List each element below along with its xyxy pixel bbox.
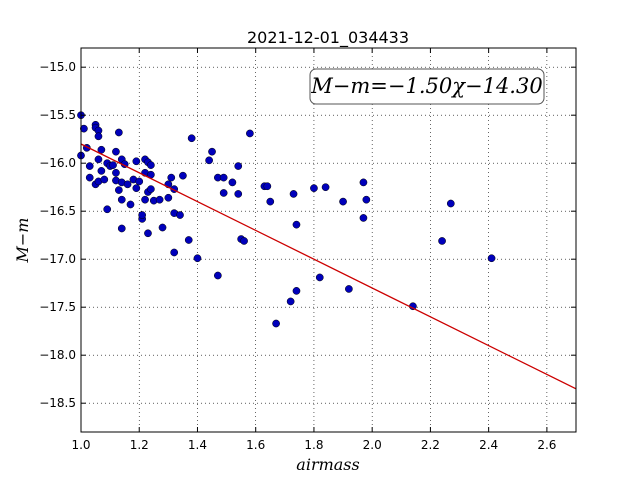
data-point xyxy=(132,184,141,193)
data-point xyxy=(292,287,301,295)
data-point xyxy=(234,162,243,170)
ticks: 1.0 1.2 1.4 1.6 1.8 2.0 2.2 2.4 2.6 −15.0 −15.5 −16… xyxy=(39,48,576,452)
data-point xyxy=(310,184,318,193)
x-tick-label: 1.6 xyxy=(246,438,265,452)
x-tick-label: 1.2 xyxy=(130,438,149,452)
data-point xyxy=(446,199,455,208)
data-point xyxy=(132,157,141,166)
data-point xyxy=(266,197,275,206)
data-point xyxy=(193,254,202,263)
y-tick-label: −15.0 xyxy=(39,60,76,74)
data-point xyxy=(112,168,120,177)
data-point xyxy=(100,175,109,184)
data-point xyxy=(321,183,330,192)
annotation-box xyxy=(309,68,545,105)
axes-frame xyxy=(80,47,577,433)
data-point xyxy=(184,236,193,244)
data-point xyxy=(135,177,144,186)
data-point xyxy=(345,285,353,293)
data-point xyxy=(292,220,301,229)
x-tick-label: 2.2 xyxy=(421,438,440,452)
data-point xyxy=(85,173,94,182)
data-point xyxy=(147,185,155,193)
y-tick-label: −17.0 xyxy=(39,252,76,266)
data-point xyxy=(339,197,347,206)
x-tick-label: 2.0 xyxy=(363,438,382,452)
x-tick-label: 1.4 xyxy=(188,438,207,452)
y-axis-label: M−m xyxy=(13,218,32,264)
data-point xyxy=(359,214,368,222)
chart-title: 2021-12-01_034433 xyxy=(247,28,409,48)
data-point xyxy=(167,173,176,182)
data-point xyxy=(115,128,123,137)
data-point xyxy=(205,156,213,165)
data-point xyxy=(164,193,173,202)
data-point xyxy=(219,173,228,182)
data-point xyxy=(219,189,228,197)
data-point xyxy=(359,178,368,187)
data-point xyxy=(141,195,149,204)
data-point xyxy=(147,161,155,169)
data-point xyxy=(187,134,196,143)
data-point xyxy=(80,124,88,133)
data-point xyxy=(315,273,324,282)
x-tick-label: 2.6 xyxy=(537,438,556,452)
data-point xyxy=(117,195,126,204)
data-point xyxy=(117,224,126,233)
data-point xyxy=(123,180,132,189)
x-axis-label: airmass xyxy=(296,455,359,474)
x-tick-label: 2.4 xyxy=(479,438,498,452)
data-point xyxy=(144,229,152,238)
data-point xyxy=(94,155,103,164)
data-point xyxy=(487,254,496,263)
data-point xyxy=(97,167,106,175)
data-point xyxy=(263,182,272,191)
y-tick-label: −17.5 xyxy=(39,300,76,314)
data-point xyxy=(138,211,146,219)
fit-line xyxy=(80,143,577,390)
data-point xyxy=(112,147,120,156)
data-point xyxy=(179,171,187,180)
data-point xyxy=(126,200,135,209)
y-tick-label: −16.5 xyxy=(39,204,76,218)
data-point xyxy=(158,223,167,232)
fit-annotation: M−m=−1.50χ−14.30 xyxy=(309,68,545,105)
x-tick-label: 1.0 xyxy=(71,438,90,452)
data-point xyxy=(228,178,237,187)
data-point xyxy=(170,248,179,257)
data-point xyxy=(438,237,446,245)
data-point xyxy=(109,161,117,169)
data-point xyxy=(272,319,280,328)
data-point xyxy=(208,147,216,156)
data-point xyxy=(155,195,164,204)
data-point xyxy=(286,297,295,306)
y-tick-label: −18.0 xyxy=(39,348,76,362)
data-point xyxy=(240,237,248,245)
y-tick-label: −18.5 xyxy=(39,396,76,410)
plot-area xyxy=(77,111,577,390)
data-point xyxy=(176,211,184,219)
data-point xyxy=(115,186,123,194)
data-point xyxy=(234,190,243,198)
data-point xyxy=(362,195,371,204)
x-tick-label: 1.8 xyxy=(304,438,323,452)
y-tick-label: −15.5 xyxy=(39,108,76,122)
data-point xyxy=(214,271,222,280)
data-point xyxy=(289,190,298,198)
data-point xyxy=(103,205,112,214)
data-point xyxy=(94,132,103,141)
data-point xyxy=(85,162,94,170)
data-point xyxy=(246,129,254,138)
y-tick-label: −16.0 xyxy=(39,156,76,170)
annotation-text: M−m=−1.50χ−14.30 xyxy=(310,74,542,98)
